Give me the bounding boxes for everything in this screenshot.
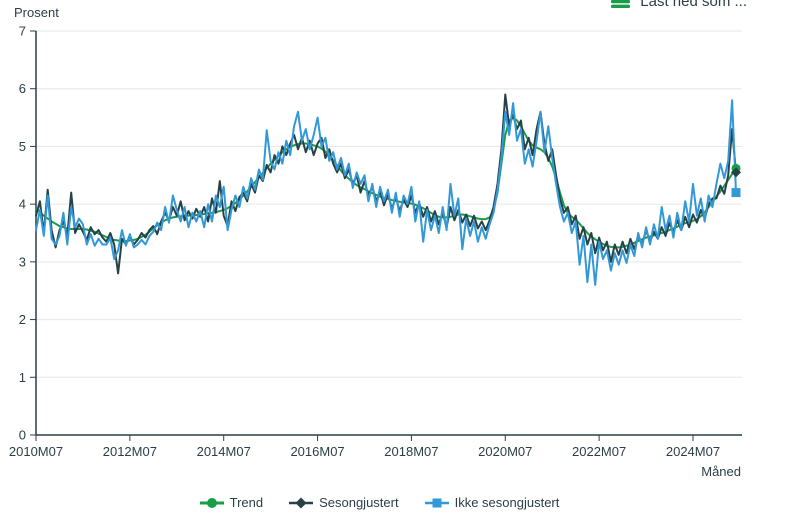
svg-text:2010M07: 2010M07 [9,444,63,459]
legend-item-trend[interactable]: Trend [199,495,264,510]
svg-text:2020M07: 2020M07 [478,444,532,459]
svg-text:5: 5 [19,139,26,154]
legend-item-ikke-sesongjustert[interactable]: Ikke sesongjustert [424,495,560,510]
export-menu-label: Last ned som ... [640,0,747,10]
chart-plot[interactable]: 0 1 2 3 4 5 6 7 2010M07 2012M07 2014M07 2016M07 2018… [0,0,803,488]
legend-item-sesongjustert[interactable]: Sesongjustert [289,495,399,510]
svg-text:2024M07: 2024M07 [666,444,720,459]
svg-text:2022M07: 2022M07 [572,444,626,459]
svg-text:2012M07: 2012M07 [103,444,157,459]
svg-text:2: 2 [19,312,26,327]
export-menu-button[interactable]: Last ned som ... [611,0,747,10]
svg-text:4: 4 [19,197,26,212]
legend-label-sesongjustert: Sesongjustert [319,495,399,510]
svg-text:3: 3 [19,254,26,269]
legend: Trend Sesongjustert Ikke sesongjustert [0,495,803,510]
svg-text:2016M07: 2016M07 [290,444,344,459]
ikke-sesongjustert-legend-marker-icon [424,498,449,507]
svg-text:6: 6 [19,81,26,96]
y-axis-title: Prosent [14,5,59,20]
trend-legend-marker-icon [199,497,224,508]
sesongjustert-legend-marker-icon [289,497,314,508]
svg-text:0: 0 [19,428,26,443]
svg-text:2014M07: 2014M07 [197,444,251,459]
download-menu-icon [611,0,631,8]
legend-label-ikke-sesongjustert: Ikke sesongjustert [454,495,560,510]
x-axis-title: Måned [701,464,741,479]
svg-text:1: 1 [19,370,26,385]
svg-text:2018M07: 2018M07 [384,444,438,459]
legend-label-trend: Trend [229,495,264,510]
svg-text:7: 7 [19,24,26,39]
